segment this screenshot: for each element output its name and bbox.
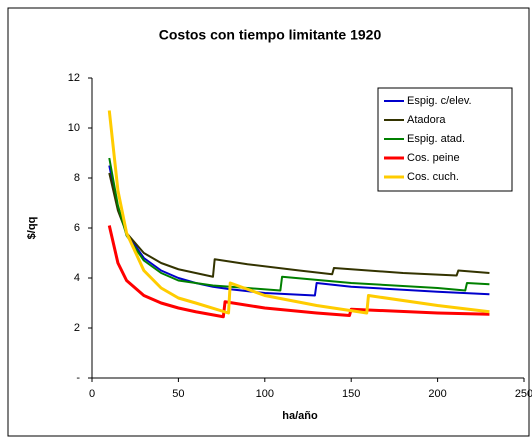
- x-tick-label: 250: [515, 388, 532, 400]
- series-line: [108, 165, 490, 297]
- series-line: [108, 172, 490, 278]
- y-axis-label: $/qq: [26, 217, 38, 240]
- chart-title: Costos con tiempo limitante 1920: [159, 27, 382, 43]
- y-tick-label: -: [76, 372, 80, 384]
- x-tick-label: 150: [342, 388, 360, 400]
- x-tick-label: 0: [89, 388, 95, 400]
- y-tick-label: 8: [74, 172, 80, 184]
- x-tick-label: 50: [172, 388, 184, 400]
- y-tick-label: 10: [68, 122, 80, 134]
- x-axis-label: ha/año: [282, 410, 318, 422]
- legend-label: Cos. cuch.: [407, 171, 459, 183]
- x-tick-label: 100: [256, 388, 274, 400]
- y-tick-label: 12: [68, 72, 80, 84]
- legend-label: Cos. peine: [407, 152, 460, 164]
- chart-border: [7, 7, 530, 437]
- legend-label: Espig. atad.: [407, 133, 465, 145]
- legend-label: Espig. c/elev.: [407, 95, 472, 107]
- series-line: [107, 110, 490, 315]
- x-tick-label: 200: [428, 388, 446, 400]
- y-tick-label: 2: [74, 322, 80, 334]
- y-tick-label: 6: [74, 222, 80, 234]
- y-tick-label: 4: [74, 272, 80, 284]
- legend-label: Atadora: [407, 114, 446, 126]
